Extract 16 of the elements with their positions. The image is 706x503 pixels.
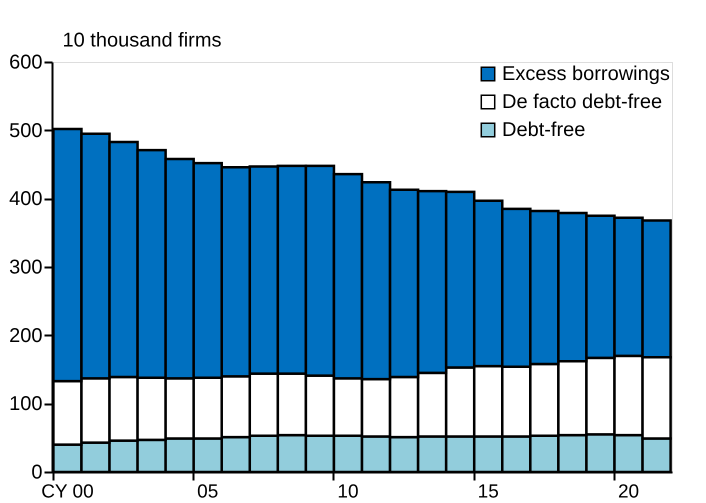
y-axis-title: 10 thousand firms bbox=[62, 30, 222, 52]
x-tick-label: 15 bbox=[478, 482, 499, 502]
x-tick-label: 05 bbox=[197, 482, 218, 502]
y-tick-label: 200 bbox=[9, 324, 42, 347]
x-tick-label: 10 bbox=[337, 482, 359, 502]
y-tick-label: 300 bbox=[9, 256, 42, 278]
y-tick-label: 400 bbox=[9, 188, 42, 210]
legend-label: De facto debt-free bbox=[502, 91, 662, 113]
y-tick-label: 100 bbox=[9, 393, 42, 416]
y-tick-label: 600 bbox=[9, 52, 42, 74]
y-tick-label: 0 bbox=[31, 462, 42, 484]
x-tick-label: 20 bbox=[618, 482, 640, 502]
x-tick-label: CY 00 bbox=[41, 482, 94, 502]
legend-label: Excess borrowings bbox=[502, 63, 670, 85]
y-tick-label: 500 bbox=[9, 120, 42, 142]
legend-label: Debt-free bbox=[502, 119, 586, 141]
